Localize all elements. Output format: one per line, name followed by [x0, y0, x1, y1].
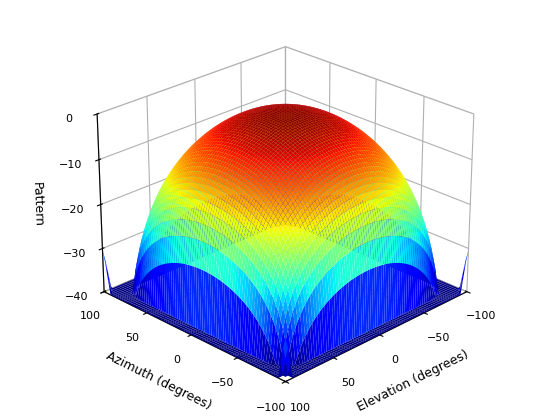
X-axis label: Elevation (degrees): Elevation (degrees): [355, 348, 470, 414]
Y-axis label: Azimuth (degrees): Azimuth (degrees): [104, 349, 213, 412]
